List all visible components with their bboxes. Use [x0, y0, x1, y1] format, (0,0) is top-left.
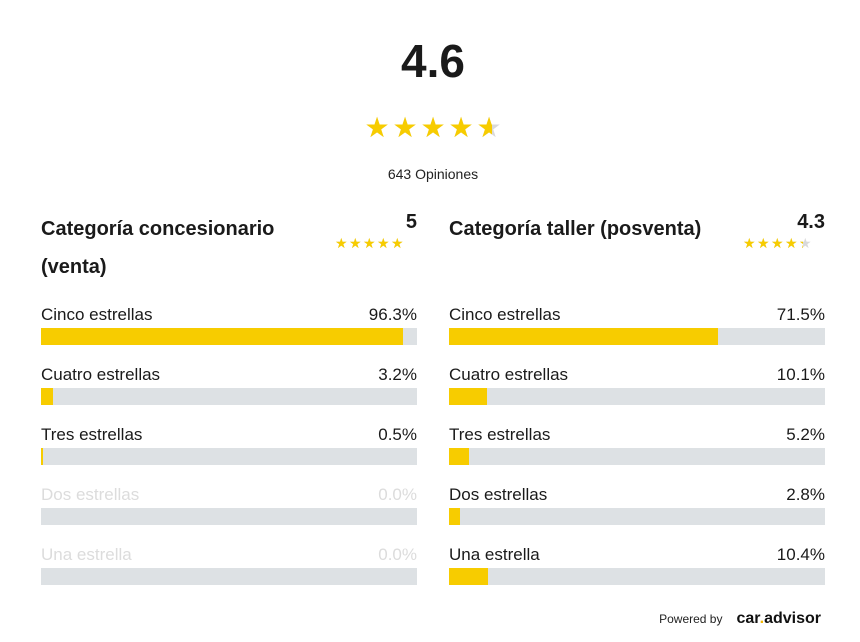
star-icon: ★★ — [363, 235, 376, 251]
star-icon: ★★ — [377, 235, 390, 251]
rating-bar — [41, 568, 417, 585]
rating-percent: 96.3% — [368, 305, 417, 324]
star-icon: ★★ — [364, 112, 390, 143]
rating-percent: 0.0% — [378, 545, 417, 564]
overall-stars: ★ ★ ★ ★ ★ ★ ★ ★ ★ ★ — [0, 114, 860, 142]
category-stars: ★★★★★★★★★★ — [335, 236, 404, 250]
rating-percent: 10.4% — [776, 545, 825, 564]
rating-bar — [449, 388, 825, 405]
logo-dot: . — [759, 610, 765, 627]
review-count: 643 Opiniones — [387, 166, 479, 182]
rating-bar — [41, 448, 417, 465]
rating-bar — [449, 448, 825, 465]
star-icon: ★★ — [757, 235, 770, 251]
star-icon: ★★ — [335, 235, 348, 251]
rating-bar-fill — [449, 388, 487, 405]
rating-bar-fill — [449, 328, 718, 345]
rating-bar-fill — [449, 568, 489, 585]
rating-label: Cinco estrellas — [449, 305, 561, 324]
rating-bar-fill — [449, 508, 460, 525]
category-dealership: Categoría concesionario (venta) 5 ★ ★ ★ ★ ★ ★… — [41, 0, 417, 600]
category-title: Categoría concesionario (venta) — [41, 218, 275, 278]
rating-label: Dos estrellas — [449, 485, 548, 504]
rating-bar-fill — [41, 388, 54, 405]
star-icon: ★★ — [799, 235, 812, 251]
rating-bar — [41, 388, 417, 405]
rating-percent: 2.8% — [786, 485, 825, 504]
rating-label: Tres estrellas — [41, 425, 143, 444]
star-icon: ★★ — [392, 112, 418, 143]
rating-percent: 0.0% — [378, 485, 417, 504]
category-title: Categoría taller (posventa) — [449, 218, 702, 240]
logo-suffix: advisor — [764, 610, 821, 627]
caradvisor-logo[interactable]: car.advisor — [736, 610, 821, 628]
rating-label: Dos estrellas — [41, 485, 140, 504]
star-icon: ★★ — [391, 235, 404, 251]
rating-bar-fill — [41, 448, 43, 465]
powered-by-text: Powered by — [659, 612, 723, 626]
rating-bar-fill — [41, 328, 404, 345]
rating-bar — [41, 508, 417, 525]
category-stars: ★★★★★★★★★★ — [743, 236, 812, 250]
star-icon: ★★ — [420, 112, 446, 143]
rating-percent: 10.1% — [776, 365, 825, 384]
rating-bar — [41, 328, 417, 345]
star-icon: ★★ — [771, 235, 784, 251]
star-icon: ★★ — [785, 235, 798, 251]
rating-percent: 0.5% — [378, 425, 417, 444]
rating-percent: 5.2% — [786, 425, 825, 444]
rating-bar — [449, 508, 825, 525]
rating-percent: 71.5% — [776, 305, 825, 324]
rating-label: Una estrella — [41, 545, 132, 564]
rating-percent: 3.2% — [378, 365, 417, 384]
category-workshop: Categoría taller (posventa) 4.3 ★ ★ ★ ★ ★ ★ ★ ★… — [449, 0, 825, 600]
rating-bar — [449, 568, 825, 585]
category-score: 4.3 — [797, 211, 825, 233]
star-icon: ★★ — [349, 235, 362, 251]
rating-bar-fill — [449, 448, 469, 465]
rating-label: Cinco estrellas — [41, 305, 153, 324]
rating-label: Cuatro estrellas — [41, 365, 161, 384]
rating-label: Una estrella — [449, 545, 540, 564]
powered-by: Powered by car.advisor — [659, 610, 821, 628]
star-icon: ★★ — [448, 112, 474, 143]
rating-bar — [449, 328, 825, 345]
star-icon: ★★ — [476, 112, 502, 143]
category-score: 5 — [405, 211, 417, 233]
star-icon: ★★ — [743, 235, 756, 251]
rating-label: Cuatro estrellas — [449, 365, 569, 384]
rating-label: Tres estrellas — [449, 425, 551, 444]
logo-prefix: car — [736, 610, 760, 627]
overall-score: 4.6 — [401, 35, 465, 87]
